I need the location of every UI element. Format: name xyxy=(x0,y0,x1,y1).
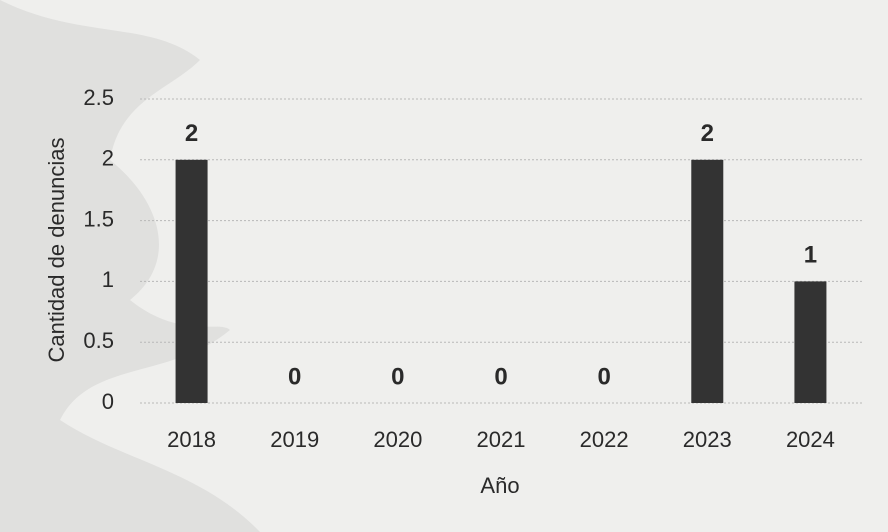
x-tick-label: 2022 xyxy=(580,427,629,452)
x-tick-label: 2019 xyxy=(270,427,319,452)
value-label: 0 xyxy=(288,363,301,390)
y-tick-label: 0.5 xyxy=(83,328,114,353)
value-label: 1 xyxy=(804,242,817,269)
bar xyxy=(691,159,724,403)
value-label: 2 xyxy=(701,120,714,147)
bar xyxy=(175,159,208,403)
y-tick-label: 1.5 xyxy=(83,206,114,231)
x-tick-label: 2020 xyxy=(373,427,422,452)
value-label: 0 xyxy=(494,363,507,390)
bar xyxy=(794,281,827,403)
value-label: 0 xyxy=(597,363,610,390)
x-tick-label: 2024 xyxy=(786,427,835,452)
x-tick-label: 2023 xyxy=(683,427,732,452)
y-axis-title: Cantidad de denuncias xyxy=(44,137,69,362)
value-label: 0 xyxy=(391,363,404,390)
value-label: 2 xyxy=(185,120,198,147)
y-tick-label: 0 xyxy=(102,389,114,414)
y-tick-label: 2 xyxy=(102,146,114,171)
x-tick-label: 2018 xyxy=(167,427,216,452)
y-tick-label: 1 xyxy=(102,267,114,292)
x-tick-label: 2021 xyxy=(477,427,526,452)
x-axis-title: Año xyxy=(480,473,519,498)
ornament xyxy=(0,0,260,532)
y-tick-label: 2.5 xyxy=(83,85,114,110)
